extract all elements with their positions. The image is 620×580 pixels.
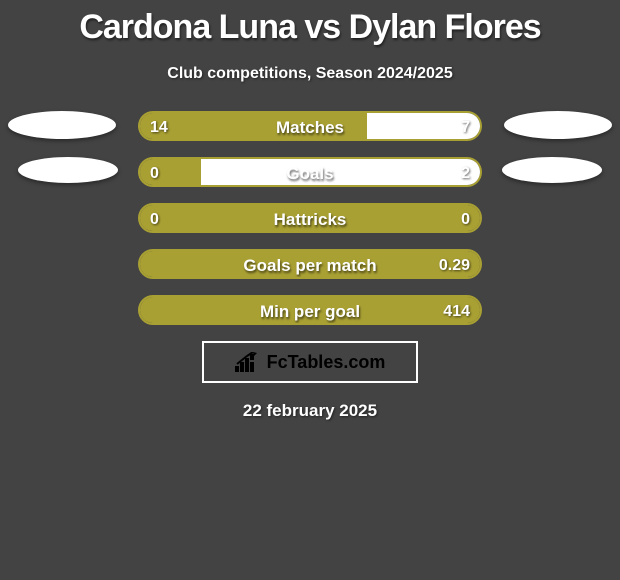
watermark: FcTables.com bbox=[202, 341, 418, 383]
value-left: 0 bbox=[150, 159, 159, 187]
bar-left bbox=[140, 251, 480, 277]
stats-area: 14 7 Matches 0 2 Goals 0 0 bbox=[0, 111, 620, 325]
value-right: 7 bbox=[461, 113, 470, 141]
badge-left-0 bbox=[8, 111, 116, 139]
value-right: 2 bbox=[461, 159, 470, 187]
bar-track: 0.29 Goals per match bbox=[138, 249, 482, 279]
watermark-text: FcTables.com bbox=[267, 352, 386, 373]
stat-row-goals: 0 2 Goals bbox=[0, 157, 620, 187]
value-left: 14 bbox=[150, 113, 168, 141]
comparison-infographic: Cardona Luna vs Dylan Flores Club compet… bbox=[0, 0, 620, 580]
bar-right bbox=[201, 159, 480, 185]
bar-track: 0 2 Goals bbox=[138, 157, 482, 187]
badge-left-1 bbox=[18, 157, 118, 183]
badge-right-1 bbox=[502, 157, 602, 183]
badge-right-0 bbox=[504, 111, 612, 139]
bar-left bbox=[140, 113, 367, 139]
subtitle: Club competitions, Season 2024/2025 bbox=[0, 65, 620, 83]
value-left: 0 bbox=[150, 205, 159, 233]
bar-track: 14 7 Matches bbox=[138, 111, 482, 141]
value-right: 414 bbox=[443, 297, 470, 325]
date-label: 22 february 2025 bbox=[0, 401, 620, 421]
fctables-icon bbox=[235, 352, 261, 372]
bar-left bbox=[140, 297, 480, 323]
bar-track: 0 0 Hattricks bbox=[138, 203, 482, 233]
value-right: 0.29 bbox=[439, 251, 470, 279]
page-title: Cardona Luna vs Dylan Flores bbox=[0, 0, 620, 47]
bar-left bbox=[140, 205, 480, 231]
stat-row-goals-per-match: 0.29 Goals per match bbox=[0, 249, 620, 279]
value-right: 0 bbox=[461, 205, 470, 233]
stat-row-min-per-goal: 414 Min per goal bbox=[0, 295, 620, 325]
bar-track: 414 Min per goal bbox=[138, 295, 482, 325]
stat-row-matches: 14 7 Matches bbox=[0, 111, 620, 141]
stat-row-hattricks: 0 0 Hattricks bbox=[0, 203, 620, 233]
